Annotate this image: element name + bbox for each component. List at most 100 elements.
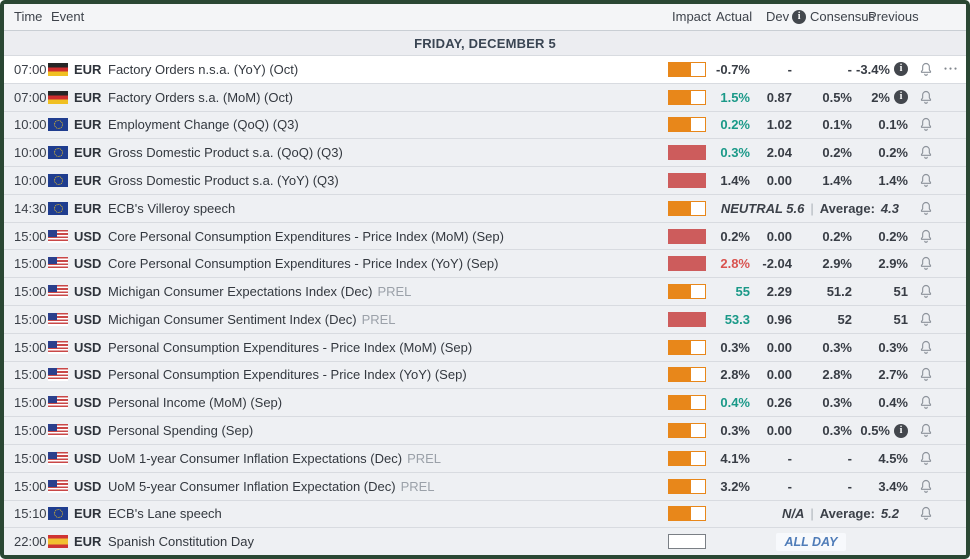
event-name[interactable]: Personal Spending (Sep) [108,423,668,438]
deviation-value: - [787,450,792,466]
notification-bell-icon[interactable] [908,450,944,467]
event-title: Gross Domestic Product s.a. (QoQ) (Q3) [108,145,343,161]
event-row[interactable]: 15:00 USD Personal Consumption Expenditure… [4,333,966,362]
event-row[interactable]: 15:00 USD Personal Spending (Sep) 0.3% 0.00 0… [4,417,966,445]
notification-bell-icon[interactable] [908,283,944,300]
event-name[interactable]: Employment Change (QoQ) (Q3) [108,117,668,132]
country-flag-de-icon [48,90,74,104]
notification-bell-icon[interactable] [908,116,944,133]
consensus-value: 0.3% [822,339,852,355]
notification-bell-icon[interactable] [908,61,944,78]
consensus-value: 0.3% [822,395,852,411]
deviation-value: 0.00 [766,367,792,383]
event-time: 15:00 [14,395,47,411]
notification-bell-icon[interactable] [908,255,944,272]
event-row[interactable]: 22:00 EUR Spanish Constitution Day ALL DAY [4,528,966,555]
event-prel-tag: PREL [400,478,435,494]
deviation-value: 0.96 [766,311,792,327]
previous-number: 0.5% [860,423,890,439]
event-row[interactable]: 15:00 USD Personal Consumption Expenditure… [4,361,966,390]
impact-bar-medium [668,395,706,411]
event-name[interactable]: Spanish Constitution Day [108,534,668,549]
notification-bell-icon[interactable] [908,200,944,217]
impact-indicator [668,200,714,216]
notification-bell-icon[interactable] [908,366,944,383]
event-time: 15:00 [14,339,47,355]
notification-bell-icon[interactable] [908,422,944,439]
event-name[interactable]: Gross Domestic Product s.a. (YoY) (Q3) [108,173,668,188]
consensus-value: - [847,450,852,466]
event-row[interactable]: 15:00 USD UoM 5-year Consumer Inflation Ex… [4,472,966,501]
country-flag-eu-icon [48,174,74,188]
event-name[interactable]: Michigan Consumer Expectations Index (De… [108,284,668,299]
event-name[interactable]: Michigan Consumer Sentiment Index (Dec) P… [108,312,668,327]
notification-bell-icon[interactable] [908,478,944,495]
date-separator: FRIDAY, DECEMBER 5 [4,31,966,56]
info-icon[interactable]: i [894,90,908,105]
notification-bell-icon[interactable] [908,394,944,411]
event-row[interactable]: 14:30 EUR ECB's Villeroy speech NEUTRAL 5.6… [4,194,966,223]
currency-code: USD [74,395,102,411]
actual-value: 55 [735,284,750,300]
notification-bell-icon[interactable] [908,505,944,522]
flag-us-icon [48,479,68,493]
deviation-value: 0.87 [766,89,792,105]
row-menu-ellipsis-icon[interactable]: ●●● [944,66,966,72]
event-name[interactable]: Personal Consumption Expenditures - Pric… [108,367,668,382]
event-title: Personal Spending (Sep) [108,423,254,439]
event-name[interactable]: Core Personal Consumption Expenditures -… [108,229,668,244]
previous-value: 0.3% [852,340,908,355]
notification-bell-icon[interactable] [908,144,944,161]
event-row[interactable]: 07:00 EUR Factory Orders n.s.a. (YoY) (Oct… [4,56,966,84]
event-row[interactable]: 15:00 USD Michigan Consumer Sentiment Inde… [4,306,966,334]
notification-bell-icon[interactable] [908,172,944,189]
impact-bar-high [668,145,706,161]
notification-bell-icon[interactable] [908,228,944,245]
previous-number: 4.5% [878,450,908,466]
event-rows: 07:00 EUR Factory Orders n.s.a. (YoY) (Oct… [4,56,966,555]
impact-bar-medium [668,506,706,522]
event-name[interactable]: Core Personal Consumption Expenditures -… [108,256,668,271]
currency-code: USD [74,311,102,327]
event-row[interactable]: 10:00 EUR Employment Change (QoQ) (Q3) 0.2%… [4,111,966,140]
info-icon[interactable]: i [894,62,908,77]
country-flag-de-icon [48,62,74,76]
event-row[interactable]: 07:00 EUR Factory Orders s.a. (MoM) (Oct) 1… [4,83,966,112]
event-row[interactable]: 15:00 USD UoM 1-year Consumer Inflation Ex… [4,444,966,473]
event-name[interactable]: UoM 1-year Consumer Inflation Expectatio… [108,451,668,466]
event-name[interactable]: Personal Income (MoM) (Sep) [108,395,668,410]
country-flag-eu-icon [48,507,74,521]
event-prel-tag: PREL [407,450,442,466]
event-name[interactable]: ECB's Villeroy speech [108,201,668,216]
dev-info-icon[interactable]: i [792,9,807,24]
event-prel-tag: PREL [361,311,396,327]
event-title: Employment Change (QoQ) (Q3) [108,117,299,133]
notification-bell-icon[interactable] [908,89,944,106]
flag-de-icon [48,90,68,104]
country-flag-us-icon [48,479,74,493]
event-name[interactable]: UoM 5-year Consumer Inflation Expectatio… [108,479,668,494]
currency-code: USD [74,256,102,272]
event-row[interactable]: 15:00 USD Core Personal Consumption Expend… [4,222,966,251]
event-name[interactable]: Gross Domestic Product s.a. (QoQ) (Q3) [108,145,668,160]
currency-code: EUR [74,145,102,161]
event-row[interactable]: 10:00 EUR Gross Domestic Product s.a. (YoY… [4,167,966,195]
event-row[interactable]: 15:00 USD Michigan Consumer Expectations I… [4,278,966,307]
average-label: Average: [819,506,875,522]
flag-us-icon [48,396,68,410]
event-name[interactable]: ECB's Lane speech [108,506,668,521]
event-name[interactable]: Factory Orders n.s.a. (YoY) (Oct) [108,62,668,77]
notification-bell-icon[interactable] [908,339,944,356]
event-row[interactable]: 10:00 EUR Gross Domestic Product s.a. (QoQ… [4,139,966,168]
event-row[interactable]: 15:00 USD Personal Income (MoM) (Sep) 0.4% 0… [4,389,966,418]
event-row[interactable]: 15:10 EUR ECB's Lane speech N/A | Average: 5.2 [4,500,966,529]
event-row[interactable]: 15:00 USD Core Personal Consumption Expend… [4,250,966,279]
col-dev: Dev i [766,9,807,24]
event-time: 10:00 [14,117,47,133]
notification-bell-icon[interactable] [908,311,944,328]
impact-bar-medium [668,450,706,466]
event-name[interactable]: Factory Orders s.a. (MoM) (Oct) [108,90,668,105]
info-icon[interactable]: i [894,423,908,438]
event-name[interactable]: Personal Consumption Expenditures - Pric… [108,340,668,355]
deviation-value: -2.04 [762,256,792,272]
